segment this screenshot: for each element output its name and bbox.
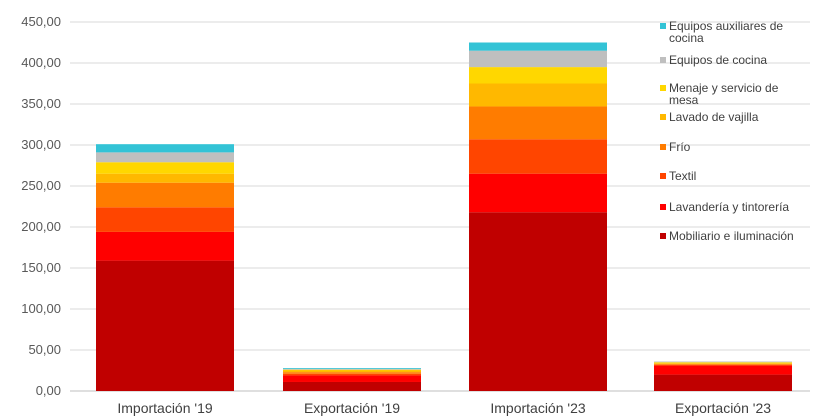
x-axis: Importación '19 Exportación '19 Importació… [117,400,771,416]
legend-swatch [660,173,666,179]
bar-segment [96,260,234,391]
x-tick-label: Exportación '23 [675,400,771,416]
y-tick-label: 150,00 [21,260,61,275]
bar-segment [469,83,607,107]
legend-label: Frío [669,140,691,154]
bar-segment [469,50,607,68]
bar-stack [283,368,421,391]
legend-swatch [660,85,666,91]
bar-segment [283,373,421,376]
legend-swatch [660,204,666,210]
bar-segment [96,144,234,153]
legend-label: Equipos auxiliares de cocina [669,19,784,45]
y-tick-label: 250,00 [21,178,61,193]
bar-stack [96,144,234,391]
legend-swatch [660,233,666,239]
y-tick-label: 0,00 [36,383,61,398]
y-tick-label: 400,00 [21,55,61,70]
bar-segment [469,139,607,174]
legend-swatch [660,23,666,29]
bar-segment [654,363,792,364]
bar-segment [96,207,234,232]
bar-segment [469,212,607,391]
bar-segment [469,106,607,140]
y-tick-label: 300,00 [21,137,61,152]
legend-label: Equipos de cocina [669,53,768,67]
y-tick-label: 50,00 [28,342,61,357]
y-tick-label: 200,00 [21,219,61,234]
bar-segment [283,372,421,374]
bar-segment [283,375,421,382]
legend-label: Menaje y servicio de mesa [669,81,779,107]
bar-segment [96,152,234,163]
legend-label: Mobiliario e iluminación [669,229,794,243]
legend-swatch [660,114,666,120]
legend-swatch [660,57,666,63]
bar-stack [654,361,792,391]
bar-segment [469,42,607,51]
legend-swatch [660,144,666,150]
bar-segment [283,381,421,391]
bar-segment [469,173,607,213]
bar-segment [469,67,607,84]
bar-segment [654,364,792,366]
bar-segment [654,362,792,364]
legend-label: Textil [669,169,697,183]
bar-segment [654,374,792,391]
legend-label: Lavado de vajilla [669,110,759,124]
legend-label: Lavandería y tintorería [669,200,790,214]
bar-segment [96,182,234,208]
bars [96,42,792,391]
bar-segment [96,173,234,183]
y-tick-label: 100,00 [21,301,61,316]
bar-segment [654,365,792,375]
bar-segment [283,368,421,370]
bar-segment [654,361,792,363]
bar-segment [283,370,421,373]
bar-segment [96,231,234,261]
y-axis: 0,00 50,00 100,00 150,00 200,00 250,00 300,00 3… [21,14,61,398]
bar-stack [469,42,607,391]
x-tick-label: Exportación '19 [304,400,400,416]
bar-segment [283,369,421,371]
y-tick-label: 450,00 [21,14,61,29]
x-tick-label: Importación '19 [117,400,212,416]
bar-segment [96,162,234,174]
y-tick-label: 350,00 [21,96,61,111]
x-tick-label: Importación '23 [490,400,585,416]
bar-segment [654,363,792,365]
bar-segment [283,368,421,369]
